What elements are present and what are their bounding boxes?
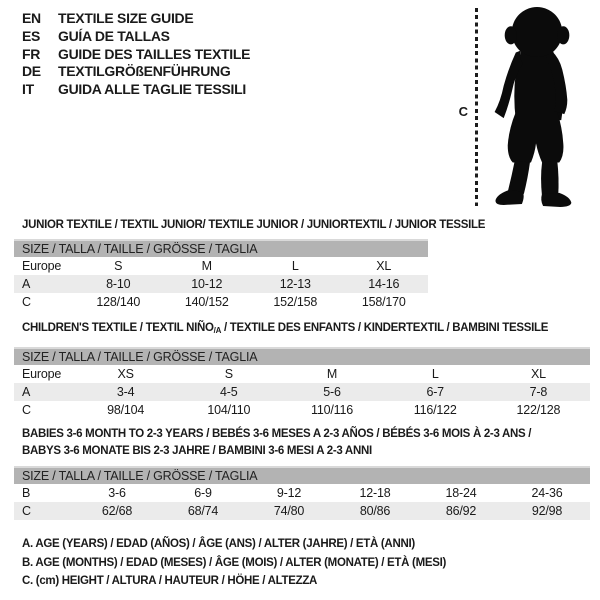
section-title-children: CHILDREN'S TEXTILE / TEXTIL NIÑO/A / TEX… [22, 320, 548, 339]
language-code: IT [22, 81, 34, 98]
table-cell: M [201, 259, 212, 273]
table-cell: 86/92 [445, 504, 477, 518]
row-label: C [22, 504, 31, 518]
table-cell: 158/170 [361, 295, 406, 309]
table-cell: S [224, 367, 233, 381]
guide-title-de: TEXTILGRÖßENFÜHRUNG [58, 63, 231, 80]
height-dotted-line [475, 8, 478, 206]
table-cell: L [431, 367, 439, 381]
table-cell: XL [530, 367, 546, 381]
table-cell: 98/104 [107, 403, 145, 417]
table-header-bar: SIZE / TALLA / TAILLE / GRÖSSE / TAGLIA [14, 239, 428, 257]
legend-age-years: A. AGE (YEARS) / EDAD (AÑOS) / ÂGE (ANS)… [22, 538, 415, 550]
legend-age-months: B. AGE (MONTHS) / EDAD (MESES) / ÂGE (MO… [22, 556, 447, 569]
table-cell: 12-18 [359, 486, 391, 500]
measurement-legend: A. AGE (YEARS) / EDAD (AÑOS) / ÂGE (ANS)… [22, 535, 446, 591]
table-cell: 18-24 [445, 486, 477, 500]
table-row-age: A 8-10 10-12 12-13 14-16 [14, 275, 428, 293]
table-cell: 128/140 [96, 295, 141, 309]
junior-size-table: SIZE / TALLA / TAILLE / GRÖSSE / TAGLIA … [14, 239, 428, 311]
table-cell: 12-13 [279, 277, 311, 291]
table-cell: 116/122 [413, 403, 457, 417]
table-cell: 24-36 [531, 486, 563, 500]
table-header-bar: SIZE / TALLA / TAILLE / GRÖSSE / TAGLIA [14, 466, 590, 484]
language-code: EN [22, 10, 41, 26]
children-size-table: SIZE / TALLA / TAILLE / GRÖSSE / TAGLIA … [14, 347, 590, 419]
section-title-babies: BABIES 3-6 MONTH TO 2-3 YEARS / BEBÉS 3-… [22, 426, 532, 460]
table-cell: 152/158 [273, 295, 318, 309]
language-code: ES [22, 27, 41, 44]
table-cell: 92/98 [531, 504, 563, 518]
guide-title-en: TEXTILE SIZE GUIDE [58, 10, 194, 26]
table-cell: 4-5 [220, 385, 238, 399]
row-label: Europe [22, 367, 62, 381]
table-row-europe: Europe XS S M L XL [14, 365, 590, 383]
language-row-en: EN TEXTILE SIZE GUIDE [22, 10, 250, 28]
row-label: Europe [22, 259, 62, 273]
title-text: CHILDREN'S TEXTILE / TEXTIL NIÑO [22, 322, 214, 334]
row-label: A [22, 277, 31, 291]
language-code: DE [22, 63, 41, 80]
title-line-1: BABIES 3-6 MONTH TO 2-3 YEARS / BEBÉS 3-… [22, 428, 532, 440]
table-cell: 9-12 [276, 486, 302, 500]
table-row-europe: Europe S M L XL [14, 257, 428, 275]
row-label: C [22, 403, 31, 417]
table-cell: 74/80 [273, 504, 305, 518]
table-cell: 7-8 [529, 385, 548, 399]
table-row-height: C 98/104 104/110 110/116 116/122 122/128 [14, 401, 590, 419]
table-cell: 140/152 [184, 295, 229, 309]
language-row-fr: FR GUIDE DES TAILLES TEXTILE [22, 46, 250, 64]
table-cell: 5-6 [323, 385, 341, 399]
height-measure-label: C [458, 104, 468, 119]
table-cell: 110/116 [311, 403, 353, 417]
table-row-age: A 3-4 4-5 5-6 6-7 7-8 [14, 383, 590, 401]
table-row-height: C 62/68 68/74 74/80 80/86 86/92 92/98 [14, 502, 590, 520]
table-cell: L [291, 259, 299, 273]
table-cell: 3-6 [108, 486, 126, 500]
baby-silhouette-icon [494, 7, 572, 207]
table-row-age-months: B 3-6 6-9 9-12 12-18 18-24 24-36 [14, 484, 590, 502]
table-cell: 122/128 [516, 403, 561, 417]
table-cell: XS [117, 367, 134, 381]
language-title-list: EN TEXTILE SIZE GUIDE ES GUÍA DE TALLAS … [22, 10, 250, 99]
table-cell: M [326, 367, 338, 381]
table-header-bar: SIZE / TALLA / TAILLE / GRÖSSE / TAGLIA [14, 347, 590, 365]
language-code: FR [22, 45, 41, 62]
row-label: A [22, 385, 31, 399]
guide-title-it: GUIDA ALLE TAGLIE TESSILI [58, 81, 246, 98]
guide-title-es: GUÍA DE TALLAS [58, 27, 170, 44]
legend-height-cm: C. (cm) HEIGHT / ALTURA / HAUTEUR / HÖHE… [22, 575, 318, 587]
title-line-2: BABYS 3-6 MONATE BIS 2-3 JAHRE / BAMBINI… [22, 445, 372, 457]
section-title-junior: JUNIOR TEXTILE / TEXTIL JUNIOR/ TEXTILE … [22, 219, 486, 231]
babies-size-table: SIZE / TALLA / TAILLE / GRÖSSE / TAGLIA … [14, 466, 590, 520]
language-row-es: ES GUÍA DE TALLAS [22, 28, 250, 46]
title-subscript: /A [213, 326, 222, 335]
row-label: B [22, 486, 31, 500]
table-cell: 6-7 [426, 385, 444, 399]
language-row-de: DE TEXTILGRÖßENFÜHRUNG [22, 63, 250, 81]
table-row-height: C 128/140 140/152 152/158 158/170 [14, 293, 428, 311]
table-cell: 104/110 [207, 403, 251, 417]
guide-title-fr: GUIDE DES TAILLES TEXTILE [58, 45, 251, 62]
table-cell: 14-16 [368, 277, 400, 291]
table-cell: XL [376, 259, 392, 273]
table-cell: 8-10 [106, 277, 131, 291]
table-cell: 6-9 [194, 486, 212, 500]
table-cell: 80/86 [359, 504, 391, 518]
title-text: / TEXTILE DES ENFANTS / KINDERTEXTIL / B… [221, 322, 549, 334]
table-cell: S [114, 259, 123, 273]
table-cell: 3-4 [116, 385, 135, 399]
table-cell: 68/74 [187, 504, 219, 518]
table-cell: 62/68 [101, 504, 133, 518]
table-cell: 10-12 [191, 277, 223, 291]
language-row-it: IT GUIDA ALLE TAGLIE TESSILI [22, 81, 250, 99]
row-label: C [22, 295, 31, 309]
